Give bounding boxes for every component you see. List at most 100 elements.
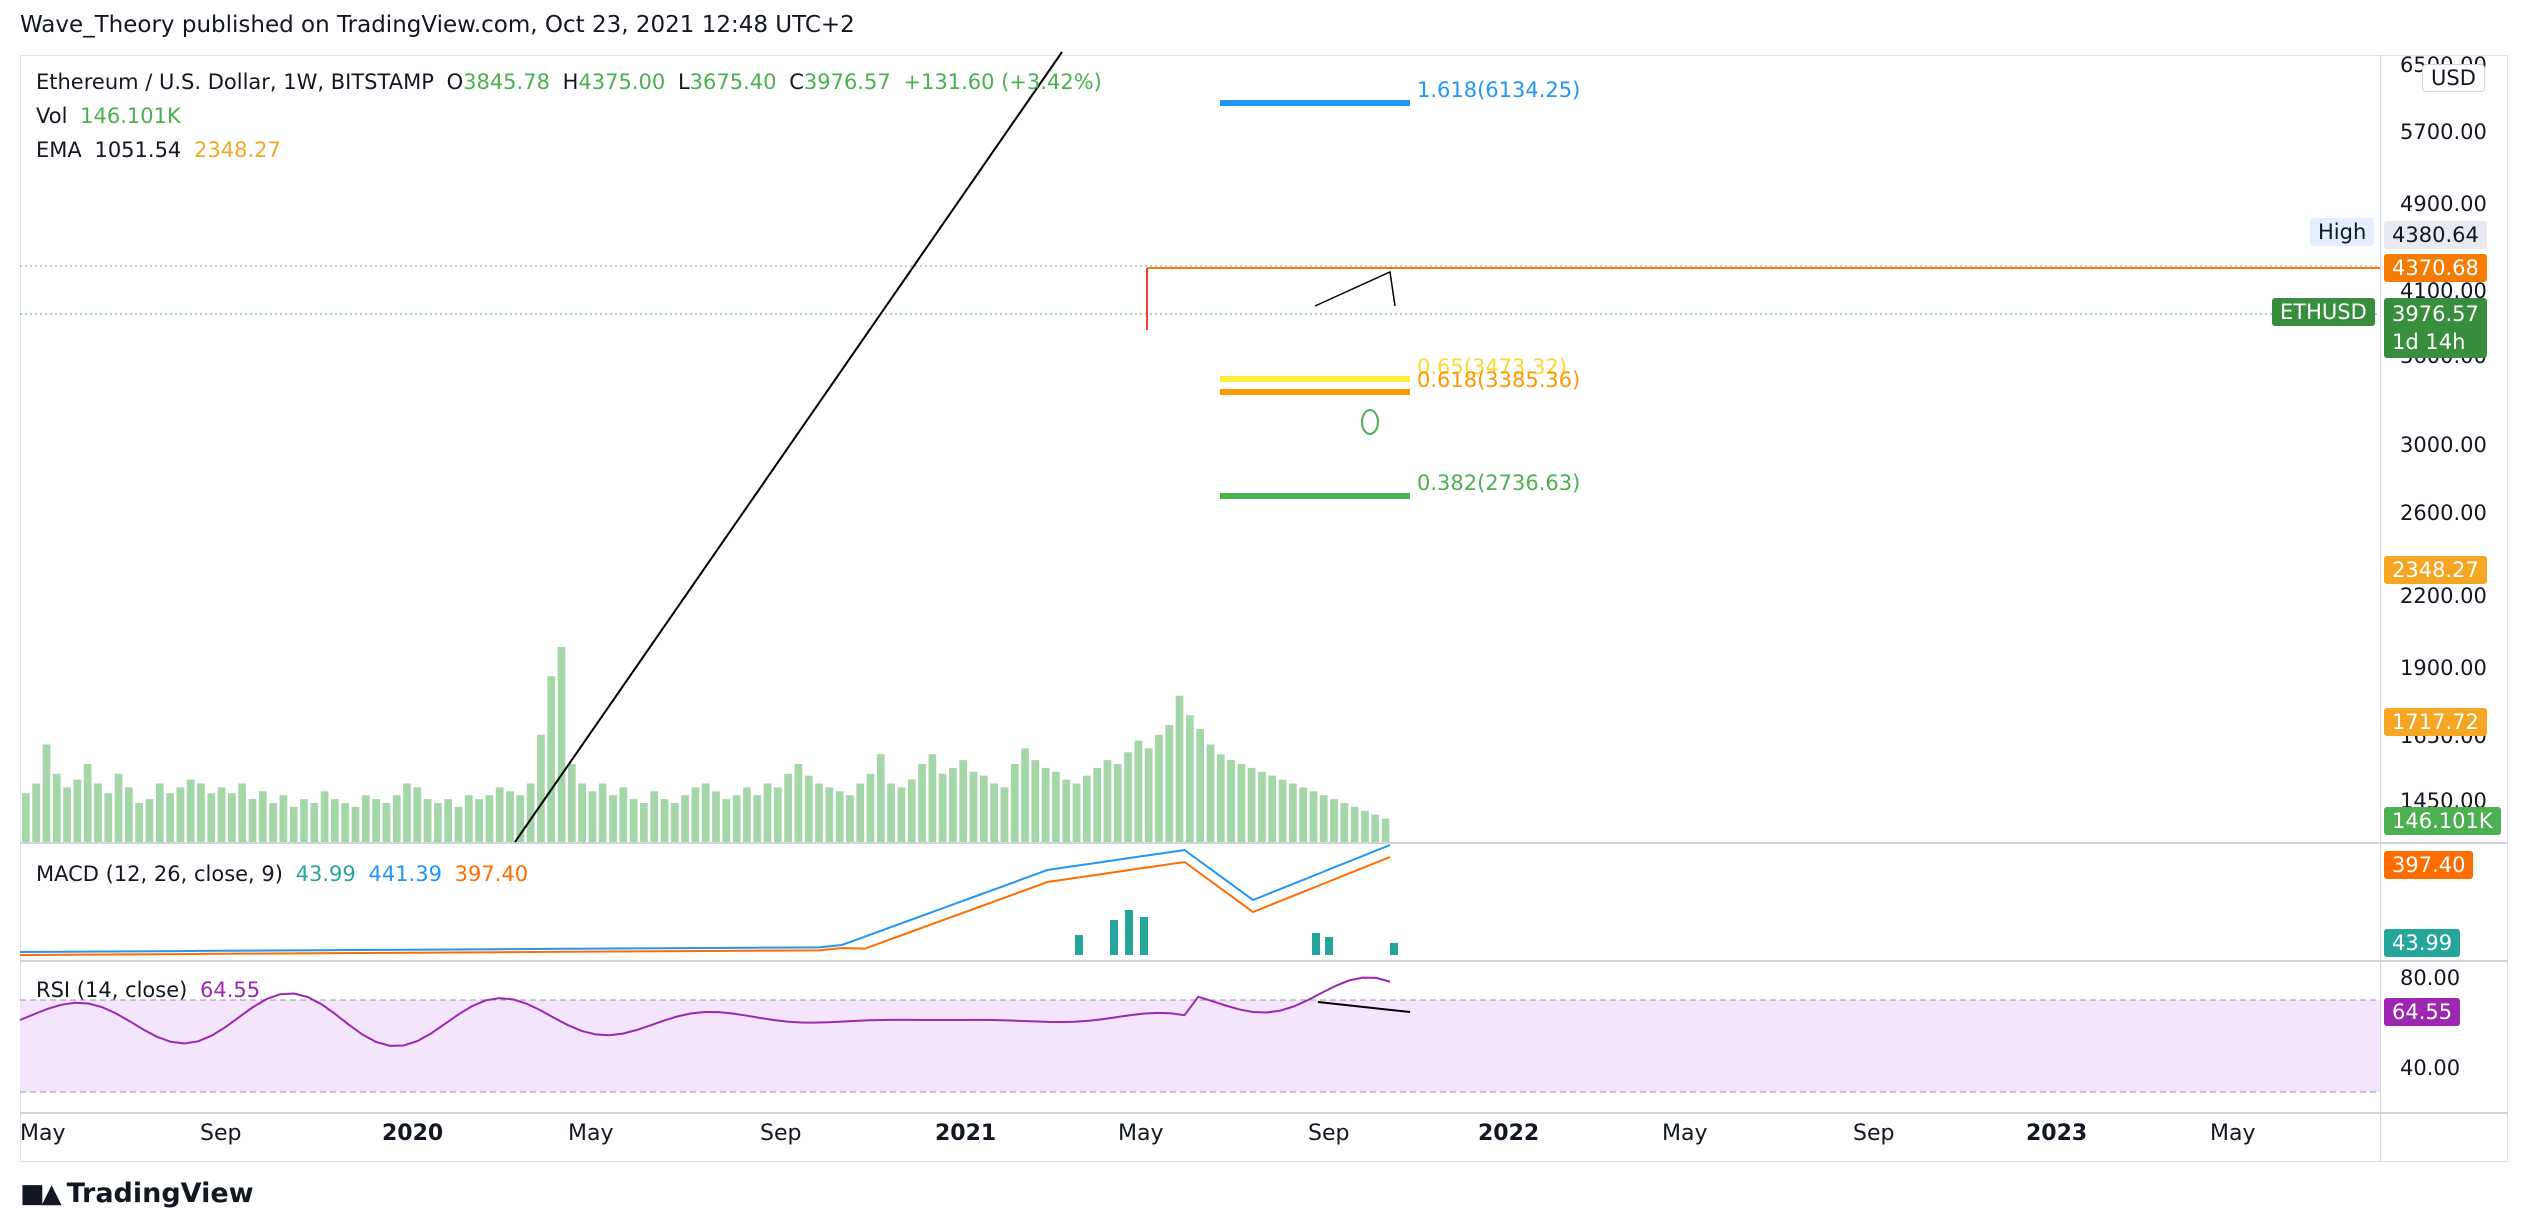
volume-bar: [1062, 779, 1071, 842]
volume-bar: [279, 795, 288, 842]
volume-bar: [1258, 771, 1266, 842]
rsi-tick-label: 80.00: [2400, 966, 2460, 990]
volume-bar: [166, 793, 174, 842]
x-tick-label: Sep: [1853, 1121, 1894, 1146]
symbol-tag: ETHUSD: [2272, 298, 2375, 326]
volume-bar: [42, 744, 51, 842]
volume-bar: [1093, 767, 1102, 842]
volume-bar: [815, 783, 823, 842]
volume-bar: [1052, 771, 1060, 842]
legend-macd-label: MACD (12, 26, close, 9): [36, 862, 283, 886]
macd-histogram-bar: [1125, 910, 1133, 955]
volume-bar: [887, 783, 895, 842]
volume-bar: [743, 787, 751, 842]
legend-macd-signal: 397.40: [454, 862, 529, 886]
volume-bar: [1371, 814, 1380, 842]
volume-bar: [104, 793, 113, 842]
high-price-tag: 4380.64: [2384, 221, 2487, 249]
volume-bar: [176, 787, 185, 842]
volume-bar: [300, 799, 308, 842]
volume-bar: [258, 791, 267, 842]
volume-bar: [248, 799, 257, 842]
volume-bar: [495, 787, 504, 842]
macd-legend: MACD (12, 26, close, 9) 43.99 441.39 397…: [36, 862, 534, 886]
volume-bar: [310, 803, 319, 842]
volume-bar: [804, 775, 813, 842]
volume-bar: [392, 795, 401, 842]
volume-bar: [32, 783, 41, 842]
pane-separator-rsi-time: [20, 1112, 2508, 1114]
divergence-annotation: [1314, 270, 1396, 307]
volume-bar: [1227, 760, 1235, 842]
legend-ema-period: 1051.54: [94, 138, 182, 162]
volume-bar: [464, 795, 473, 842]
volume-bar: [361, 795, 370, 842]
volume-bar: [516, 795, 525, 842]
volume-bar: [753, 795, 762, 842]
y-tick-label: 5700.00: [2400, 120, 2487, 144]
pane-separator-main-macd[interactable]: [20, 842, 2508, 844]
volume-bar: [73, 779, 82, 842]
legend-rsi-value: 64.55: [200, 978, 261, 1002]
volume-bar: [856, 783, 865, 842]
volume-bar: [351, 806, 360, 842]
volume-bar: [949, 767, 957, 842]
volume-bar: [650, 791, 659, 842]
x-tick-label: May: [2210, 1121, 2255, 1146]
volume-bar: [1206, 744, 1215, 842]
tradingview-logo[interactable]: ■▲ TradingView: [20, 1178, 254, 1209]
volume-bar: [135, 803, 144, 842]
volume-bar: [1237, 764, 1246, 842]
volume-bar: [794, 764, 803, 842]
volume-bar: [382, 803, 391, 842]
chart-frame: [20, 55, 2508, 1162]
macd-histogram-bar: [1390, 943, 1398, 955]
price-axis-separator: [2380, 55, 2381, 1162]
macd-signal-line: [19, 856, 1391, 956]
pane-separator-macd-rsi[interactable]: [20, 960, 2508, 962]
legend-high: 4375.00: [578, 70, 666, 94]
volume-bar: [1155, 734, 1163, 842]
volume-bar: [238, 783, 247, 842]
legend-low: 3675.40: [689, 70, 777, 94]
volume-bar: [578, 783, 586, 842]
volume-bar: [155, 783, 164, 842]
circle-annotation: [1361, 409, 1379, 435]
macd-histogram-bar: [1075, 935, 1083, 955]
volume-bar: [660, 799, 669, 842]
currency-button[interactable]: USD: [2422, 64, 2485, 92]
volume-bar: [598, 783, 607, 842]
fib-065-label: 0.65(3473.32): [1417, 355, 1567, 379]
volume-bar: [1319, 795, 1328, 842]
rsi-tag: 64.55: [2384, 998, 2461, 1026]
legend-macd-value: 441.39: [368, 862, 442, 886]
publisher-line: Wave_Theory published on TradingView.com…: [20, 12, 855, 38]
legend-close-label: C: [789, 70, 804, 94]
volume-bar: [1278, 779, 1287, 842]
volume-bar: [732, 795, 741, 842]
volume-bar: [588, 791, 597, 842]
volume-bar: [969, 771, 978, 842]
x-tick-label: Sep: [200, 1121, 241, 1146]
volume-bar: [1350, 806, 1359, 842]
volume-bar: [537, 734, 545, 842]
volume-bar: [1021, 748, 1029, 842]
volume-bar: [1268, 775, 1277, 842]
volume-bar: [413, 787, 422, 842]
volume-bar: [1330, 799, 1338, 842]
tradingview-logo-icon: ■▲: [20, 1178, 62, 1209]
macd-histogram-bar: [1140, 917, 1148, 955]
volume-bar: [1165, 725, 1174, 842]
volume-bar: [341, 803, 350, 842]
y-tick-label: 2200.00: [2400, 584, 2487, 608]
volume-bar: [1124, 752, 1132, 842]
rsi-legend: RSI (14, close) 64.55: [36, 978, 266, 1002]
volume-bar: [918, 764, 926, 842]
volume-bar: [52, 773, 61, 842]
volume-bar: [1031, 760, 1040, 842]
volume-bar: [938, 773, 947, 842]
volume-bar: [1103, 760, 1112, 842]
volume-bar: [269, 803, 277, 842]
volume-bar: [125, 787, 133, 842]
